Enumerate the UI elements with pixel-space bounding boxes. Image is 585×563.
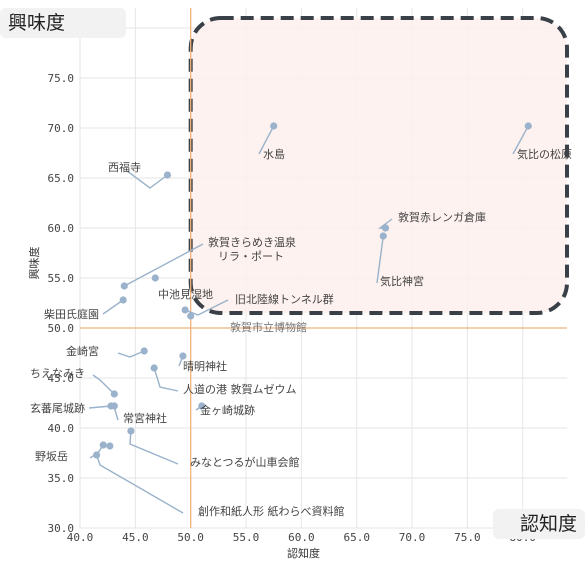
y-tick-label: 45.0 — [48, 372, 75, 385]
y-tick-label: 40.0 — [48, 422, 75, 435]
data-point — [381, 224, 390, 232]
x-tick-label: 70.0 — [399, 531, 426, 544]
data-point — [110, 390, 118, 398]
leader-line — [184, 299, 229, 316]
data-point — [106, 442, 114, 450]
data-point — [93, 451, 101, 459]
reference-lines — [80, 8, 567, 528]
point-label: 敦賀きらめき温泉リラ・ポート — [208, 235, 296, 263]
data-point — [127, 427, 135, 435]
point-label: 西福寺 — [108, 160, 141, 174]
y-tick-label: 30.0 — [48, 522, 75, 535]
x-axis-title: 認知度 — [287, 546, 320, 560]
point-label: 敦賀市立博物館 — [230, 320, 307, 334]
data-point — [379, 232, 387, 240]
leader-line — [88, 405, 112, 409]
y-tick-label: 75.0 — [48, 72, 75, 85]
data-point — [120, 282, 128, 290]
leader-line — [376, 235, 384, 284]
data-point — [163, 171, 172, 179]
point-label: 晴明神社 — [183, 359, 227, 373]
leader-line — [258, 125, 275, 155]
y-tick-label: 50.0 — [48, 322, 75, 335]
y-axis-title: 興味度 — [27, 247, 41, 280]
data-point — [181, 306, 189, 314]
data-point — [198, 402, 206, 410]
point-label: 野坂岳 — [35, 450, 68, 463]
leader-line — [126, 170, 168, 189]
y-tick-label: 60.0 — [48, 222, 75, 235]
data-points — [93, 122, 532, 459]
point-label: 旧北陸線トンネル群 — [235, 292, 334, 306]
leader-line — [512, 125, 529, 155]
y-tick-label: 35.0 — [48, 472, 75, 485]
y-tick-label: 55.0 — [48, 272, 75, 285]
x-tick-label: 60.0 — [288, 531, 315, 544]
data-point — [150, 364, 158, 372]
x-tick-label: 40.0 — [67, 531, 94, 544]
y-tick-label: 65.0 — [48, 172, 75, 185]
point-label: 常宮神社 — [123, 411, 167, 425]
point-label: ちえなみき — [30, 367, 85, 380]
leader-line — [102, 299, 124, 315]
leader-line — [123, 243, 204, 287]
point-label: 玄蕃尾城跡 — [30, 401, 85, 415]
x-tick-label: 50.0 — [177, 531, 204, 544]
data-point — [524, 122, 532, 130]
data-point — [119, 296, 127, 304]
point-label: 敦賀赤レンガ倉庫 — [398, 210, 486, 224]
point-label: 水島 — [263, 147, 285, 161]
data-point — [99, 441, 107, 449]
point-label: 創作和紙人形 紙わらべ資料館 — [198, 504, 345, 518]
point-label: 金崎宮 — [66, 344, 99, 358]
data-point — [187, 312, 195, 320]
point-label: 気比神宮 — [380, 274, 424, 288]
x-tick-label: 55.0 — [233, 531, 260, 544]
x-tick-label: 65.0 — [343, 531, 370, 544]
leader-line — [117, 350, 145, 358]
data-point — [140, 347, 148, 355]
data-point — [270, 122, 278, 130]
x-tick-label: 75.0 — [454, 531, 481, 544]
x-tick-label: 45.0 — [122, 531, 149, 544]
point-label: 金ヶ崎城跡 — [200, 403, 255, 417]
leader-line — [92, 374, 115, 395]
point-label: みなとつるが山車会館 — [190, 455, 300, 469]
data-point — [151, 274, 159, 282]
y-tick-label: 70.0 — [48, 122, 75, 135]
corner-y-label: 興味度 — [0, 8, 126, 38]
point-label: 中池見湿地 — [158, 288, 213, 301]
leader-line — [153, 367, 179, 392]
leader-line — [129, 430, 179, 465]
point-label: 柴田氏庭園 — [44, 307, 99, 321]
data-point — [179, 352, 187, 360]
point-label: 人道の港 敦賀ムゼウム — [183, 382, 297, 396]
data-point — [110, 402, 118, 410]
corner-x-label: 認知度 — [493, 509, 585, 539]
point-label: 気比の松原 — [517, 147, 572, 161]
leader-line — [95, 454, 184, 514]
